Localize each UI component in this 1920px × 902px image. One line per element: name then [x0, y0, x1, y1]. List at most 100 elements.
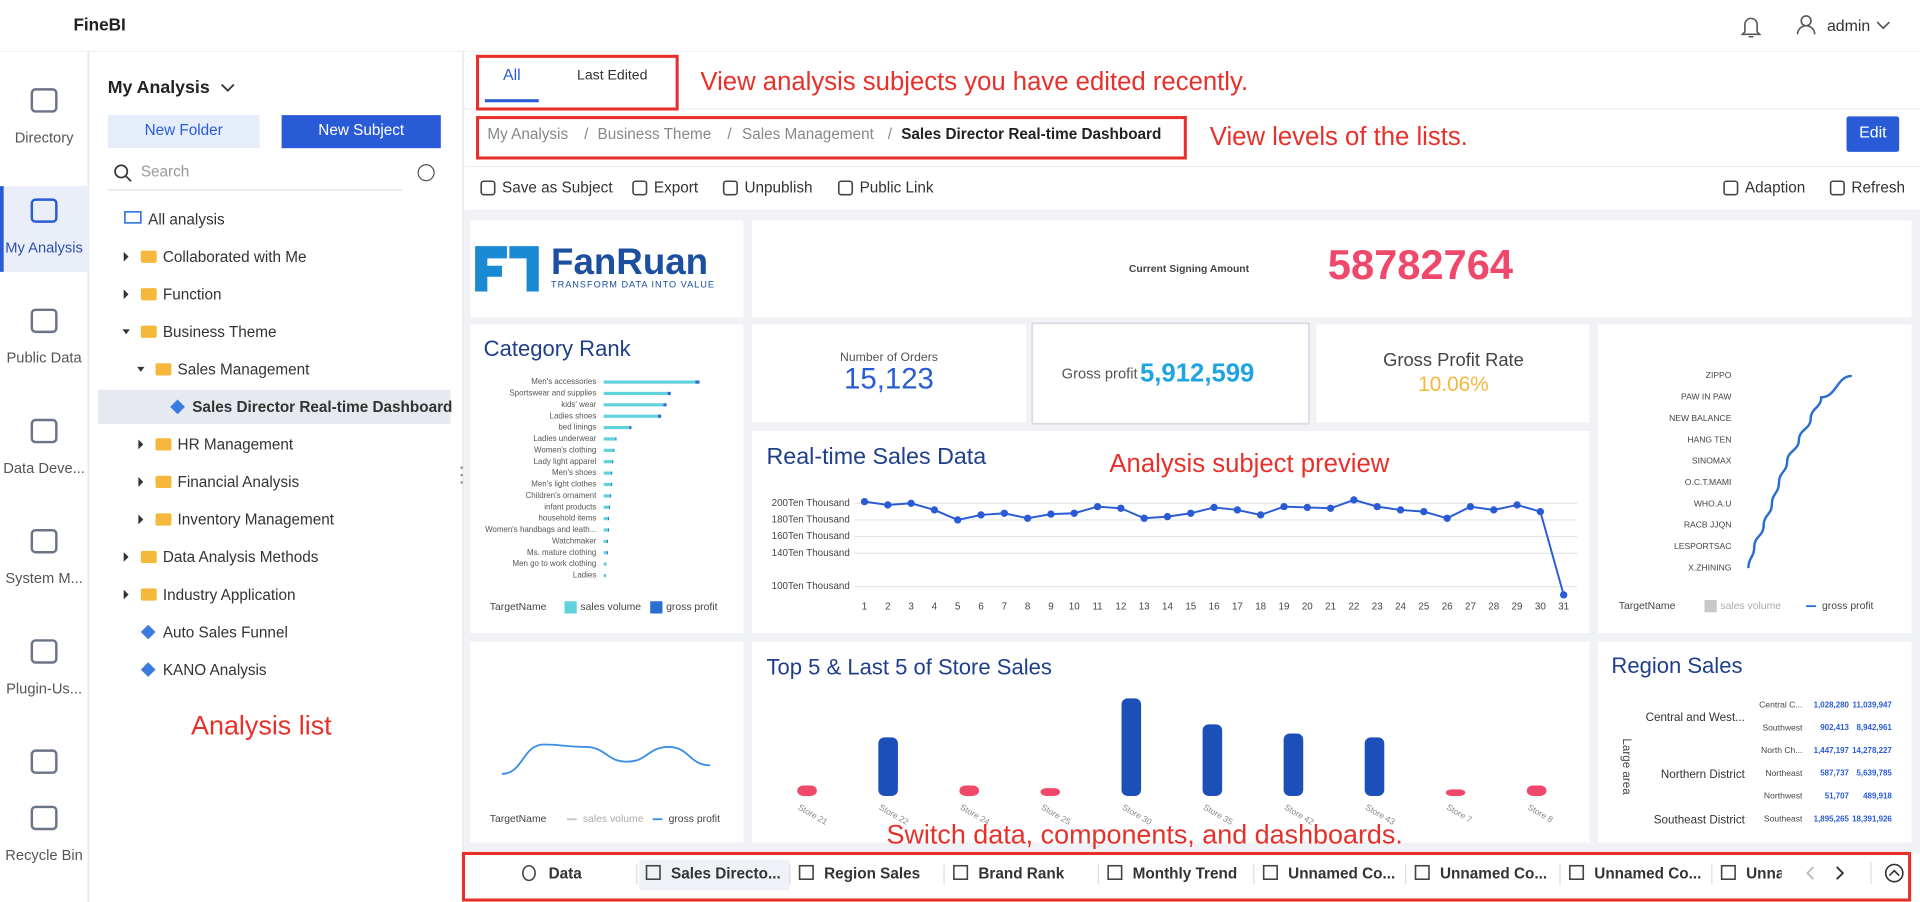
tree-arrow[interactable] — [137, 366, 145, 372]
toolbar-button[interactable]: Adaption — [1745, 180, 1805, 197]
cell-value: 1,028,280 — [1814, 700, 1850, 709]
bottom-tab[interactable]: Unnamed Co... — [1594, 865, 1701, 882]
tree-arrow[interactable] — [138, 477, 144, 487]
bar — [1445, 789, 1466, 796]
breadcrumb-item[interactable]: My Analysis — [487, 126, 568, 143]
tree-item[interactable]: HR Management — [178, 437, 294, 454]
nav-label[interactable]: My Analysis — [5, 240, 83, 256]
toolbar-button[interactable]: Public Link — [860, 180, 934, 197]
nav-label[interactable]: Directory — [15, 130, 74, 146]
more-icon[interactable] — [417, 164, 435, 182]
annotation-frame — [476, 116, 1187, 160]
logo-name: FanRuan — [551, 241, 708, 282]
x-tick-label: 17 — [1232, 602, 1243, 613]
breadcrumb-item[interactable]: Sales Management — [742, 126, 875, 143]
tree-item[interactable]: Auto Sales Funnel — [163, 624, 288, 641]
bottom-tab[interactable]: Unnamed Co... — [1288, 865, 1395, 882]
scroll-right[interactable] — [1836, 866, 1845, 880]
tree-item[interactable]: KANO Analysis — [163, 662, 267, 679]
tree-item[interactable]: Sales Management — [178, 362, 311, 379]
nav-icon[interactable] — [30, 308, 58, 334]
legend-title: TargetName — [490, 602, 547, 613]
legend-label[interactable]: gross profit — [669, 814, 721, 825]
tree-item[interactable]: Inventory Management — [178, 512, 335, 529]
bell-icon[interactable] — [1740, 17, 1762, 38]
legend-label[interactable]: gross profit — [1822, 601, 1874, 612]
user-menu-chevron[interactable] — [1876, 21, 1890, 30]
legend-label[interactable]: sales volume — [583, 814, 644, 825]
tree-item[interactable]: Financial Analysis — [178, 474, 300, 491]
bottom-tab[interactable]: Region Sales — [824, 865, 920, 882]
button[interactable] — [107, 115, 260, 149]
scroll-left[interactable] — [1806, 866, 1815, 880]
tree-arrow[interactable] — [123, 289, 129, 300]
tree-selected-bg — [97, 389, 451, 424]
axis-label: Large area — [1620, 738, 1633, 795]
tree-arrow[interactable] — [123, 589, 129, 600]
tree-item[interactable]: Collaborated with Me — [163, 249, 307, 266]
bar — [667, 391, 671, 396]
bar — [959, 785, 979, 796]
tree-arrow[interactable] — [122, 329, 130, 335]
chart-title: Region Sales — [1611, 653, 1742, 678]
button[interactable] — [281, 115, 441, 149]
line — [1747, 374, 1852, 569]
bottom-tab[interactable]: Unna — [1746, 865, 1785, 882]
nav-icon[interactable] — [30, 418, 58, 444]
legend-label[interactable]: sales volume — [1720, 601, 1781, 612]
bottom-tab[interactable]: Unnamed Co... — [1440, 865, 1547, 882]
tree-item[interactable]: Sales Director Real-time Dashboard — [192, 399, 452, 416]
search-input[interactable]: Search — [141, 164, 189, 181]
legend-label[interactable]: sales volume — [580, 602, 641, 613]
edit-button[interactable] — [1846, 116, 1900, 152]
bottom-tab[interactable]: Data — [549, 865, 583, 882]
tree-item[interactable]: Data Analysis Methods — [163, 549, 319, 566]
folder-icon — [140, 250, 157, 263]
toolbar-button[interactable]: Save as Subject — [502, 180, 613, 197]
tree-item[interactable]: Function — [163, 287, 222, 304]
nav-icon[interactable] — [30, 88, 58, 113]
collapse-button[interactable] — [1884, 863, 1904, 883]
nav-icon[interactable] — [30, 529, 58, 554]
nav-label[interactable]: Recycle Bin — [5, 848, 83, 864]
x-tick-label: 29 — [1512, 602, 1523, 613]
nav-icon[interactable] — [30, 198, 58, 223]
tree-arrow[interactable] — [123, 251, 129, 262]
x-tick-label: 23 — [1372, 602, 1383, 613]
nav-label[interactable]: System M... — [5, 571, 83, 587]
user-name[interactable]: admin — [1827, 18, 1870, 35]
nav-icon[interactable] — [30, 639, 58, 664]
nav-icon[interactable] — [30, 805, 58, 831]
point — [1093, 502, 1102, 511]
nav-label[interactable]: Plugin-Us... — [6, 681, 82, 697]
toolbar-button[interactable]: Unpublish — [744, 180, 812, 197]
tab[interactable]: All — [503, 67, 521, 84]
tree-arrow[interactable] — [138, 439, 144, 450]
logo-slogan: TRANSFORM DATA INTO VALUE — [551, 280, 715, 290]
button-label[interactable]: New Subject — [318, 122, 405, 139]
tree-arrow[interactable] — [123, 552, 129, 562]
edit-button-label[interactable]: Edit — [1859, 125, 1887, 142]
point — [1560, 591, 1568, 599]
button-label[interactable]: New Folder — [145, 122, 223, 139]
tree-item[interactable]: Industry Application — [163, 587, 296, 604]
legend-label[interactable]: gross profit — [666, 602, 718, 613]
nav-label[interactable]: Data Deve... — [3, 461, 85, 477]
bottom-tab[interactable]: Monthly Trend — [1133, 865, 1238, 882]
tree-arrow[interactable] — [138, 514, 144, 525]
bottom-tab[interactable]: Sales Directo... — [671, 865, 781, 882]
bottom-tab[interactable]: Brand Rank — [978, 865, 1064, 882]
tree-item[interactable]: Business Theme — [163, 324, 277, 341]
tab[interactable]: Last Edited — [577, 67, 647, 83]
row-label: Central C... — [1759, 700, 1802, 710]
title-chevron[interactable] — [220, 83, 235, 92]
category-label: kids' wear — [561, 400, 596, 409]
nav-icon[interactable] — [30, 749, 58, 774]
category-label: ZIPPO — [1706, 370, 1732, 380]
toolbar-button[interactable]: Export — [654, 180, 699, 197]
toolbar-button[interactable]: Refresh — [1851, 180, 1905, 197]
breadcrumb-item[interactable]: Business Theme — [598, 126, 712, 143]
category-label: Men's shoes — [552, 468, 596, 477]
nav-label[interactable]: Public Data — [7, 351, 83, 367]
tree-item[interactable]: All analysis — [148, 211, 225, 228]
